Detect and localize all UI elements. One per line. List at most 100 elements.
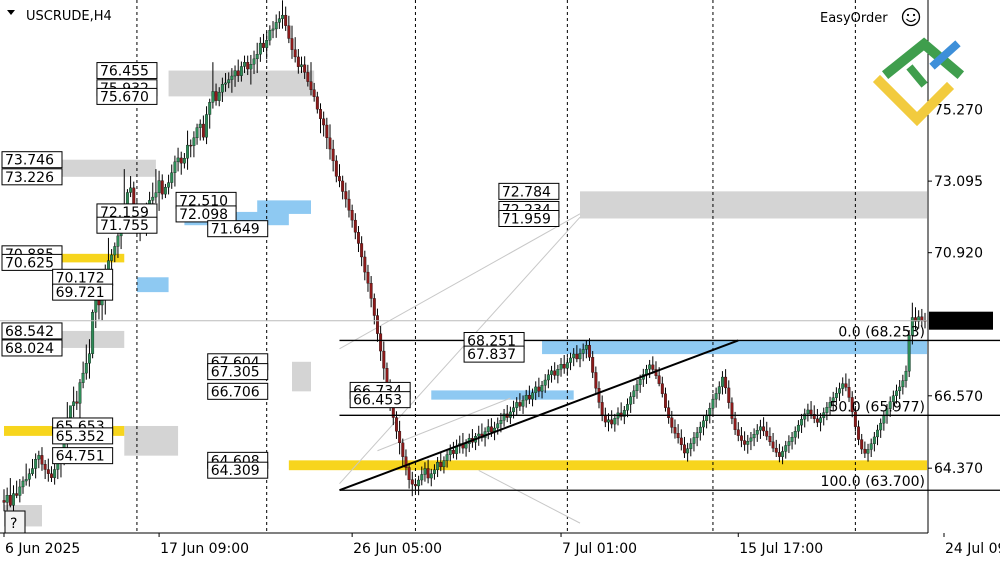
candle: [353, 213, 357, 240]
price-level-box: [1, 253, 63, 271]
candle-body: [445, 454, 449, 461]
candle: [300, 56, 303, 74]
candle-body: [774, 447, 778, 453]
price-tick-label: 73.095: [934, 174, 983, 190]
price-level-label: 72.098: [175, 205, 237, 223]
indicator-label[interactable]: EasyOrder: [820, 11, 888, 26]
candle-body: [771, 441, 775, 449]
candle-body: [872, 436, 876, 444]
candle: [15, 480, 19, 499]
candle: [296, 49, 300, 74]
candle-body: [224, 82, 227, 85]
candle-body: [43, 464, 47, 470]
blue-zone: [431, 390, 574, 400]
candle-body: [214, 91, 218, 101]
candle: [841, 377, 845, 396]
price-level-label: 65.352: [52, 427, 114, 445]
candle-body: [246, 62, 250, 70]
candle-body: [8, 495, 12, 506]
candle: [37, 450, 41, 469]
candle: [470, 429, 474, 448]
candle: [347, 190, 351, 218]
candle-body: [502, 413, 506, 421]
candle-body: [395, 417, 398, 432]
candle: [800, 413, 804, 433]
candle-body: [562, 364, 566, 369]
candle-body: [37, 455, 41, 460]
candle-body: [540, 385, 544, 392]
candle-body: [727, 387, 731, 403]
candle: [578, 348, 582, 368]
candle: [632, 385, 636, 405]
price-level-text: 73.746: [5, 153, 54, 169]
candle: [591, 351, 595, 379]
candle: [717, 381, 721, 401]
menu-dropdown-icon[interactable]: [7, 10, 15, 15]
candle-body: [819, 417, 823, 423]
candle: [828, 396, 832, 416]
candle: [258, 37, 262, 62]
candle: [689, 438, 693, 457]
candle: [765, 421, 769, 441]
candle-body: [743, 440, 747, 445]
candle-body: [635, 384, 639, 392]
candle: [50, 466, 53, 483]
candle: [844, 373, 848, 392]
candle-body: [217, 91, 221, 101]
trend-line[interactable]: [339, 339, 739, 492]
candle: [695, 427, 699, 447]
candle-body: [322, 118, 326, 126]
candle: [876, 424, 879, 446]
candle: [224, 73, 227, 92]
candle: [201, 115, 205, 141]
candle-body: [746, 441, 750, 445]
candle: [787, 435, 791, 454]
candle-body: [888, 401, 892, 409]
candle-body: [768, 436, 772, 443]
candle: [771, 432, 775, 453]
candle-body: [755, 430, 759, 435]
candle: [277, 11, 281, 29]
candle-body: [341, 180, 345, 192]
help-button[interactable]: [4, 510, 26, 534]
candle-body: [676, 433, 680, 439]
candle: [366, 264, 370, 292]
candle-body: [831, 397, 835, 403]
candle-body: [648, 364, 652, 370]
candle-body: [91, 312, 95, 354]
candle-body: [809, 409, 813, 415]
candle-body: [594, 372, 598, 389]
candle-body: [815, 418, 819, 423]
candle-body: [863, 448, 867, 454]
candle: [220, 77, 224, 102]
candle-body: [736, 429, 740, 436]
candle: [233, 65, 237, 87]
price-tick-label: 64.370: [934, 461, 983, 477]
time-tick-label: 17 Jun 09:00: [160, 541, 249, 557]
candle: [831, 391, 835, 411]
candle: [755, 424, 759, 442]
candle-body: [838, 388, 841, 394]
candle-body: [338, 176, 341, 182]
candle: [550, 365, 553, 383]
connector-line: [478, 470, 581, 524]
candle: [214, 83, 218, 106]
candle-body: [629, 396, 633, 405]
candle-body: [252, 58, 256, 65]
price-level-text: 69.721: [56, 285, 105, 301]
candle-body: [160, 180, 164, 195]
candle-body: [432, 469, 436, 474]
candle: [904, 365, 908, 388]
candle: [315, 91, 319, 114]
smiley-icon[interactable]: [901, 7, 921, 27]
candle: [129, 176, 133, 198]
candle-body: [866, 449, 870, 454]
candle: [847, 378, 851, 403]
candle-body: [325, 124, 329, 139]
candle-body: [21, 480, 25, 488]
candle-body: [569, 357, 572, 363]
candle-body: [860, 439, 864, 450]
candle-body: [910, 317, 914, 336]
candle-body: [695, 432, 699, 438]
